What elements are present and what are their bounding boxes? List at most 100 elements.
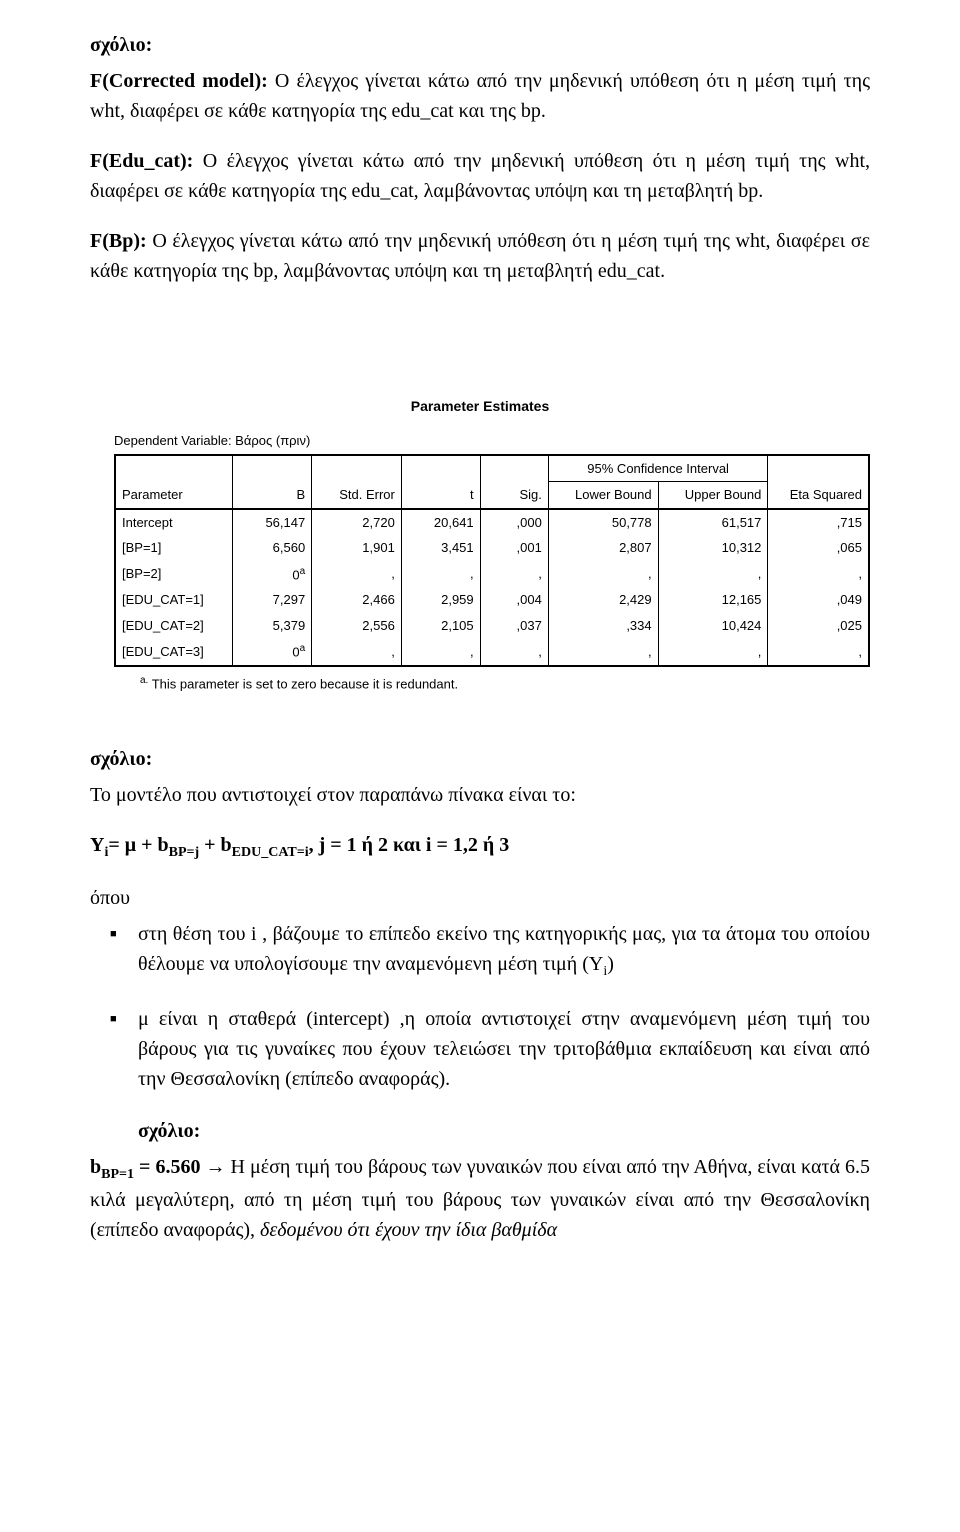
table-cell: 0a: [233, 638, 312, 666]
col-ub: Upper Bound: [658, 482, 768, 509]
formula-y: Y: [90, 834, 104, 856]
fedu-label: F(Edu_cat):: [90, 150, 193, 172]
table-cell: ,715: [768, 509, 869, 536]
col-eta: Eta Squared: [768, 482, 869, 509]
table-cell: ,: [768, 561, 869, 588]
bullet-1-pre: στη θέση του i , βάζουμε το επίπεδο εκεί…: [138, 923, 870, 975]
table-cell: ,: [548, 638, 658, 666]
p5-sub: BP=1: [101, 1167, 134, 1182]
col-sig: Sig.: [480, 482, 548, 509]
table-cell: ,: [768, 638, 869, 666]
table-cell: 2,105: [401, 613, 480, 639]
table-row: [EDU_CAT=1]7,2972,4662,959,0042,42912,16…: [115, 587, 869, 613]
ci-header: 95% Confidence Interval: [548, 455, 768, 482]
bullet-1: στη θέση του i , βάζουμε το επίπεδο εκεί…: [138, 919, 870, 982]
bullet-list: στη θέση του i , βάζουμε το επίπεδο εκεί…: [90, 919, 870, 1094]
table-cell: 2,466: [312, 587, 402, 613]
formula-eq: = μ + b: [108, 834, 168, 856]
table-cell: ,: [658, 638, 768, 666]
table-cell: Intercept: [115, 509, 233, 536]
paragraph-bbp1: bBP=1 = 6.560 → Η μέση τιμή του βάρους τ…: [90, 1152, 870, 1245]
table-cell: 12,165: [658, 587, 768, 613]
table-cell: ,049: [768, 587, 869, 613]
bullet-1-post: ): [607, 953, 614, 975]
table-cell: 3,451: [401, 535, 480, 561]
col-param: Parameter: [115, 482, 233, 509]
col-lb: Lower Bound: [548, 482, 658, 509]
model-intro-text: Το μοντέλο που αντιστοιχεί στον παραπάνω…: [90, 780, 870, 810]
formula-tail: , j = 1 ή 2 και i = 1,2 ή 3: [309, 834, 510, 856]
table-cell: ,004: [480, 587, 548, 613]
paragraph-fcorrected: F(Corrected model): Ο έλεγχος γίνεται κά…: [90, 66, 870, 126]
comment-heading-2: σχόλιο:: [90, 744, 870, 774]
table-cell: ,: [480, 561, 548, 588]
table-header-row-2: Parameter B Std. Error t Sig. Lower Boun…: [115, 482, 869, 509]
table-footnote: a. This parameter is set to zero because…: [140, 673, 870, 694]
p5-pre: b: [90, 1156, 101, 1178]
table-cell: 5,379: [233, 613, 312, 639]
col-b: B: [233, 482, 312, 509]
table-cell: [BP=1]: [115, 535, 233, 561]
paragraph-fedu: F(Edu_cat): Ο έλεγχος γίνεται κάτω από τ…: [90, 146, 870, 206]
table-cell: ,065: [768, 535, 869, 561]
fcorrected-label: F(Corrected model):: [90, 70, 268, 92]
table-cell: 0a: [233, 561, 312, 588]
table-cell: [EDU_CAT=2]: [115, 613, 233, 639]
table-row: Intercept56,1472,72020,641,00050,77861,5…: [115, 509, 869, 536]
p5-ital: δεδομένου ότι έχουν την ίδια βαθμίδα: [260, 1219, 557, 1241]
model-formula: Yi= μ + bBP=j + bEDU_CAT=i, j = 1 ή 2 κα…: [90, 830, 870, 863]
table-cell: 20,641: [401, 509, 480, 536]
table-cell: ,000: [480, 509, 548, 536]
formula-sub1: BP=j: [169, 845, 200, 860]
fedu-text: Ο έλεγχος γίνεται κάτω από την μηδενική …: [90, 150, 870, 202]
table-cell: 10,312: [658, 535, 768, 561]
table-row: [EDU_CAT=3]0a,,,,,,: [115, 638, 869, 666]
table-cell: ,: [401, 638, 480, 666]
table-cell: 2,959: [401, 587, 480, 613]
table-cell: ,: [312, 638, 402, 666]
table-cell: 2,720: [312, 509, 402, 536]
table-cell: 1,901: [312, 535, 402, 561]
table-cell: ,037: [480, 613, 548, 639]
table-cell: 50,778: [548, 509, 658, 536]
page: σχόλιο: F(Corrected model): Ο έλεγχος γί…: [0, 0, 960, 1532]
col-t: t: [401, 482, 480, 509]
table-cell: [EDU_CAT=3]: [115, 638, 233, 666]
table-cell: ,334: [548, 613, 658, 639]
table-cell: ,: [480, 638, 548, 666]
footnote-text: This parameter is set to zero because it…: [148, 676, 458, 691]
table-cell: ,025: [768, 613, 869, 639]
table-cell: 61,517: [658, 509, 768, 536]
table-row: [EDU_CAT=2]5,3792,5562,105,037,33410,424…: [115, 613, 869, 639]
parameter-estimates-title: Parameter Estimates: [90, 396, 870, 417]
table-cell: ,: [658, 561, 768, 588]
table-row: [BP=1]6,5601,9013,451,0012,80710,312,065: [115, 535, 869, 561]
table-cell: 2,429: [548, 587, 658, 613]
where-label: όπου: [90, 883, 870, 913]
col-se: Std. Error: [312, 482, 402, 509]
parameter-estimates-table: 95% Confidence Interval Parameter B Std.…: [114, 454, 870, 668]
table-cell: ,: [312, 561, 402, 588]
table-cell: [EDU_CAT=1]: [115, 587, 233, 613]
table-cell: 6,560: [233, 535, 312, 561]
bullet-2-post2: ).: [438, 1068, 450, 1090]
table-cell: ,: [401, 561, 480, 588]
table-row: [BP=2]0a,,,,,,: [115, 561, 869, 588]
dependent-variable-label: Dependent Variable: Βάρος (πριν): [114, 431, 870, 451]
formula-plus: + b: [199, 834, 232, 856]
table-cell: 2,807: [548, 535, 658, 561]
table-cell: [BP=2]: [115, 561, 233, 588]
formula-sub2: EDU_CAT=i: [232, 845, 309, 860]
p5-eqval: = 6.560: [134, 1156, 205, 1178]
fbp-label: F(Bp):: [90, 230, 147, 252]
table-cell: ,001: [480, 535, 548, 561]
bullet-2-bi: επίπεδο αναφοράς: [292, 1068, 439, 1090]
bullet-2-post1: (: [280, 1068, 292, 1090]
arrow-icon: →: [205, 1156, 225, 1178]
comment-heading-3: σχόλιο:: [138, 1116, 870, 1146]
table-cell: 56,147: [233, 509, 312, 536]
comment-heading-1: σχόλιο:: [90, 30, 870, 60]
paragraph-fbp: F(Bp): Ο έλεγχος γίνεται κάτω από την μη…: [90, 226, 870, 286]
table-cell: 7,297: [233, 587, 312, 613]
table-header-row-1: 95% Confidence Interval: [115, 455, 869, 482]
